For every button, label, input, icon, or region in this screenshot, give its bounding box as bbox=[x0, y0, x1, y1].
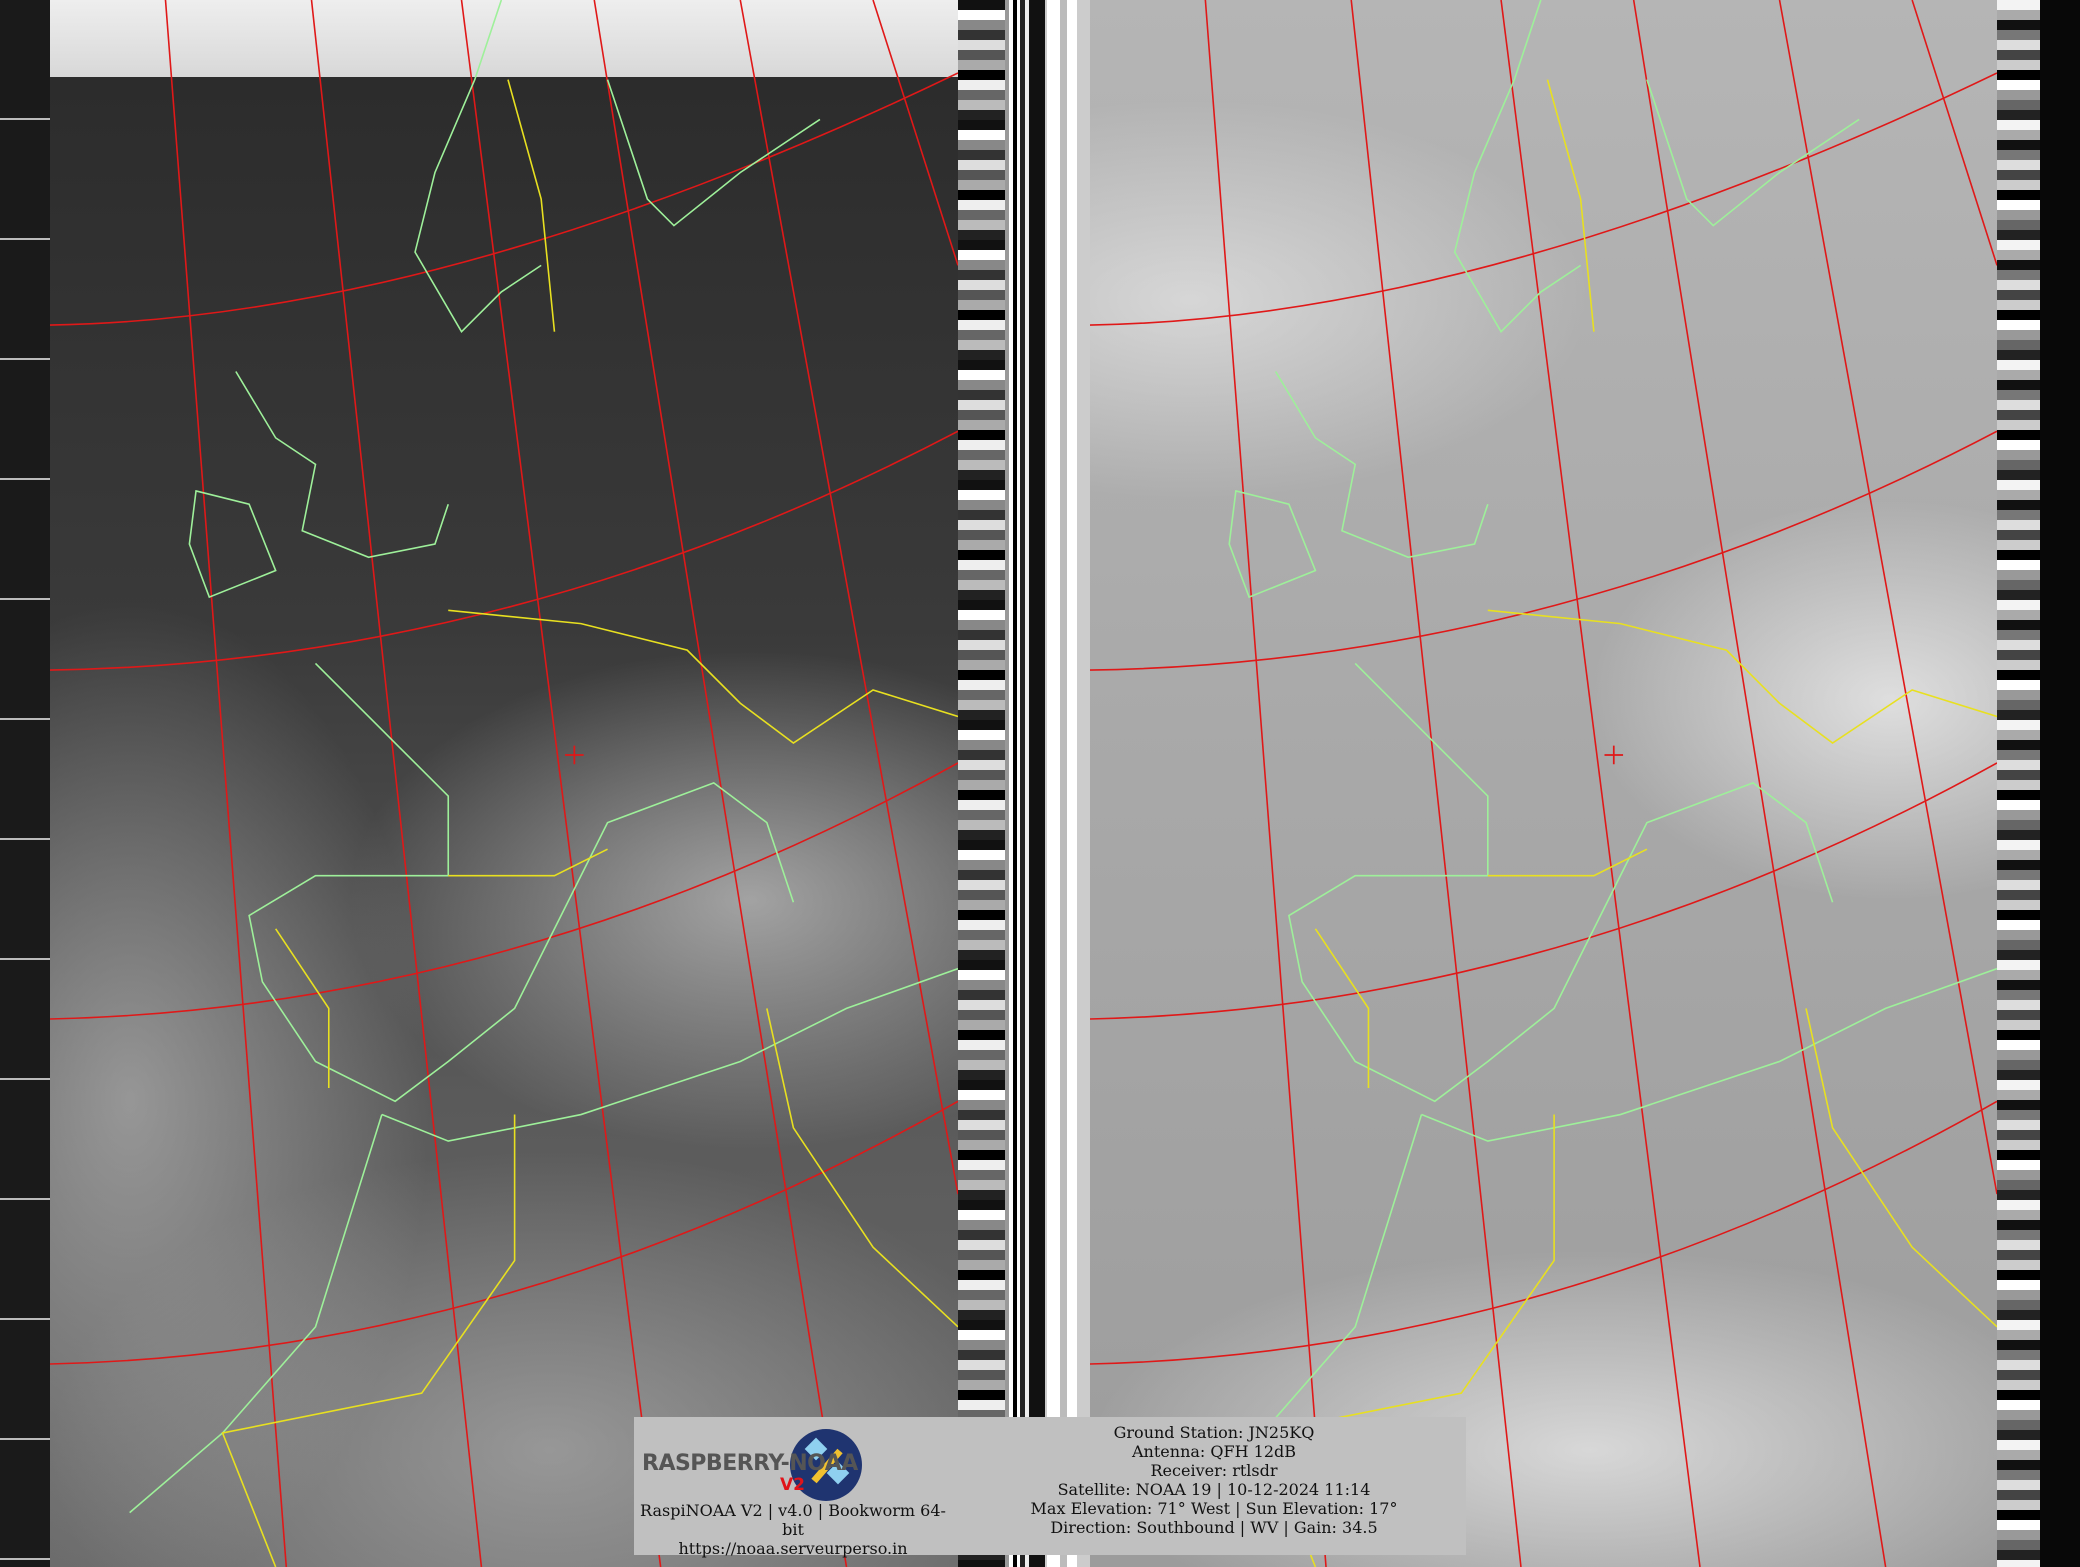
elevation: Max Elevation: 71° West | Sun Elevation:… bbox=[1030, 1499, 1398, 1518]
satellite: Satellite: NOAA 19 | 10-12-2024 11:14 bbox=[1057, 1480, 1371, 1499]
station-marker bbox=[1604, 745, 1624, 765]
info-panel: RASPBERRY-NOAA V2 RaspiNOAA V2 | v4.0 | … bbox=[634, 1417, 1466, 1558]
version-text: RaspiNOAA V2 | v4.0 | Bookworm 64-bit bbox=[640, 1501, 946, 1539]
sync-strip-b bbox=[1005, 0, 1090, 1567]
graticule bbox=[50, 0, 958, 1567]
channel-a-image bbox=[50, 0, 958, 1567]
ground-station: Ground Station: JN25KQ bbox=[1113, 1423, 1315, 1442]
antenna: Antenna: QFH 12dB bbox=[1132, 1442, 1296, 1461]
logo-badge: V2 bbox=[780, 1475, 805, 1495]
direction: Direction: Southbound | WV | Gain: 34.5 bbox=[1050, 1518, 1378, 1537]
sync-strip-a bbox=[0, 0, 50, 1567]
pass-info: Ground Station: JN25KQ Antenna: QFH 12dB… bbox=[964, 1423, 1464, 1537]
logo-text: RASPBERRY-NOAA bbox=[642, 1451, 858, 1476]
station-marker bbox=[565, 745, 584, 765]
raspberry-noaa-logo: RASPBERRY-NOAA V2 bbox=[640, 1425, 950, 1505]
coastlines bbox=[129, 0, 958, 1514]
graticule bbox=[1090, 0, 1997, 1567]
map-overlay-a bbox=[50, 0, 958, 1567]
software-info: RaspiNOAA V2 | v4.0 | Bookworm 64-bit ht… bbox=[638, 1501, 948, 1558]
edge-band bbox=[2040, 0, 2080, 1567]
station-url: https://noaa.serveurperso.in bbox=[678, 1539, 908, 1558]
satellite-icon bbox=[790, 1429, 862, 1501]
noise-band bbox=[50, 0, 958, 77]
map-overlay-b bbox=[1090, 0, 1997, 1567]
borders bbox=[1261, 79, 1997, 1567]
borders bbox=[221, 79, 958, 1567]
telemetry-strip-b bbox=[1997, 0, 2040, 1567]
coastlines bbox=[1169, 0, 1997, 1514]
telemetry-strip-a bbox=[958, 0, 1005, 1567]
channel-b-image bbox=[1090, 0, 1997, 1567]
receiver: Receiver: rtlsdr bbox=[1150, 1461, 1278, 1480]
